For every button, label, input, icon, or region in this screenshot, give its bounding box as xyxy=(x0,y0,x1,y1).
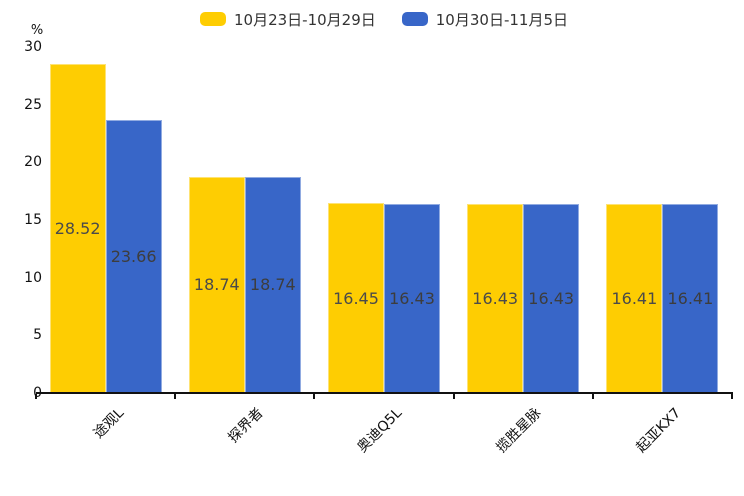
x-axis-category-label: 揽胜星脉 xyxy=(381,403,545,456)
legend-label: 10月23日-10月29日 xyxy=(234,10,376,29)
y-axis-tick-label: 15 xyxy=(24,212,42,228)
bar-series-2: 18.74 xyxy=(244,176,301,393)
x-axis-tick xyxy=(313,394,316,399)
y-axis-tick-label: 20 xyxy=(24,154,42,171)
x-axis-category-label: 探界者 xyxy=(103,403,266,446)
x-axis-tick xyxy=(591,394,594,399)
bar-value-label: 18.74 xyxy=(193,275,240,295)
legend-swatch-icon xyxy=(401,12,428,26)
legend-label: 10月30日-11月5日 xyxy=(435,10,568,29)
bar-series-1: 28.52 xyxy=(49,64,106,393)
y-axis-tick-label: 30 xyxy=(24,39,42,55)
bar-value-label: 16.41 xyxy=(667,288,714,308)
bar-series-1: 16.45 xyxy=(328,203,384,393)
bar-value-label: 18.74 xyxy=(249,275,296,295)
y-axis-tick-label: 25 xyxy=(24,96,42,113)
bar-series-2: 16.43 xyxy=(523,203,580,393)
bar-series-2: 16.43 xyxy=(384,203,440,393)
x-axis-tick xyxy=(35,394,37,399)
x-axis-category-label: 奥迪Q5L xyxy=(242,403,406,456)
x-axis-category-label: 途观L xyxy=(0,403,127,442)
x-axis-tick xyxy=(731,394,733,399)
legend-item[interactable]: 10月23日-10月29日 xyxy=(200,9,376,30)
x-axis-line xyxy=(36,392,733,394)
bar-value-label: 16.43 xyxy=(472,288,519,308)
bar-value-label: 28.52 xyxy=(54,219,101,239)
bar-value-label: 23.66 xyxy=(110,247,157,267)
bar-series-2: 16.41 xyxy=(662,203,719,393)
bar-value-label: 16.43 xyxy=(528,288,575,308)
bar-series-1: 18.74 xyxy=(188,176,245,393)
bar-value-label: 16.41 xyxy=(611,288,658,308)
bar-value-label: 16.45 xyxy=(333,288,379,308)
bar-series-1: 16.41 xyxy=(606,203,663,393)
x-axis-tick xyxy=(174,394,177,399)
bar-value-label: 16.43 xyxy=(389,288,435,308)
y-axis-tick-label: 10 xyxy=(24,269,42,286)
category-label-text: 起亚KX7 xyxy=(633,405,684,456)
x-axis-category-label: 起亚KX7 xyxy=(520,403,684,456)
y-axis-tick-label: 5 xyxy=(33,327,42,344)
x-axis-tick xyxy=(452,394,455,399)
y-axis-unit-label: % xyxy=(30,23,44,38)
chart-legend: 10月23日-10月29日 10月30日-11月5日 xyxy=(0,8,744,30)
legend-swatch-icon xyxy=(200,12,226,26)
legend-item[interactable]: 10月30日-11月5日 xyxy=(401,9,568,30)
bar-series-2: 23.66 xyxy=(105,120,162,393)
bar-series-1: 16.43 xyxy=(467,203,524,393)
